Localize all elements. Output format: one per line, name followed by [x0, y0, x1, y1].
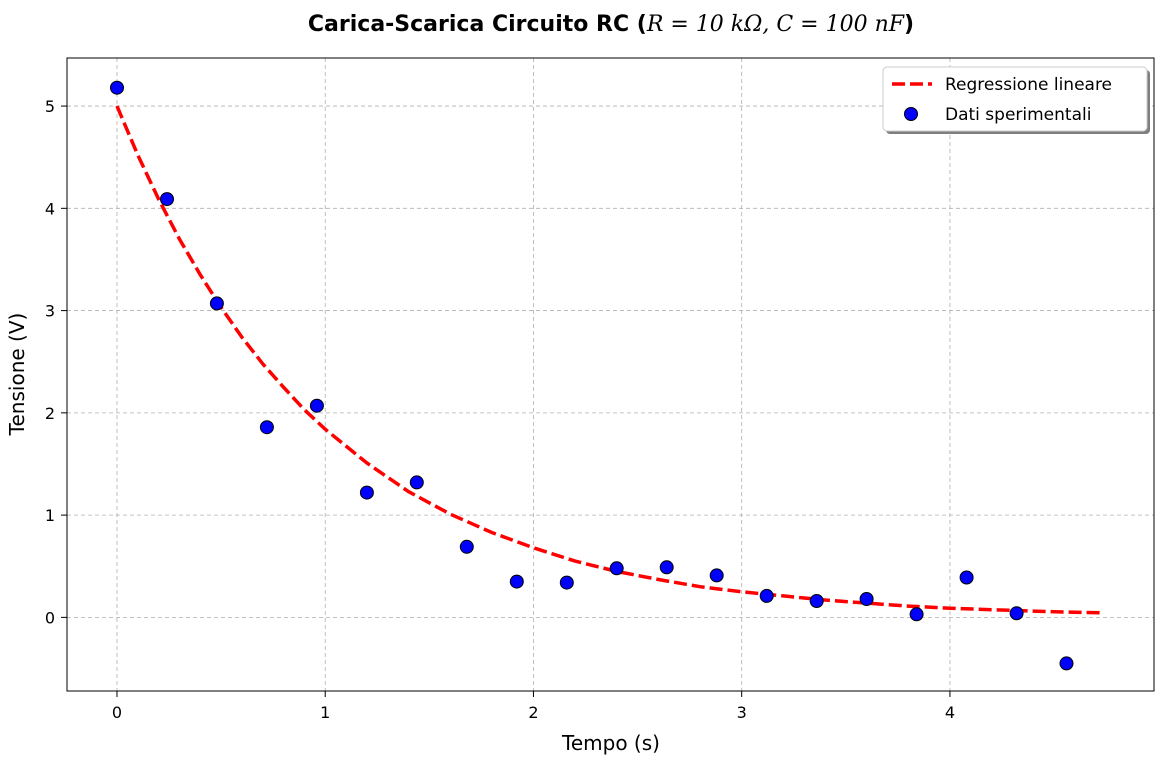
plot-frame: [66, 57, 1155, 692]
data-point: [209, 296, 224, 311]
data-point: [1009, 606, 1024, 621]
data-point: [709, 568, 724, 583]
x-tick-label: 4: [945, 703, 955, 722]
title-math: R = 10 kΩ, C = 100 nF: [646, 12, 905, 37]
y-axis-label: Tensione (V): [5, 313, 29, 437]
plot-area: 0 1 2 3 4 0 1 2 3 4 5: [45, 57, 1155, 722]
data-point: [959, 570, 974, 585]
data-point: [759, 588, 774, 603]
legend-box: [882, 66, 1148, 132]
data-points-layer: [110, 80, 1074, 671]
legend-marker-swatch: [904, 107, 918, 121]
plot-background: [67, 58, 1154, 691]
data-point: [1059, 656, 1074, 671]
x-tick-label: 0: [112, 703, 122, 722]
title-prefix: Carica-Scarica Circuito RC (: [308, 12, 647, 37]
y-tick-label: 0: [45, 608, 55, 627]
data-point: [859, 592, 874, 606]
y-tick-label: 4: [45, 199, 55, 218]
legend-label-data: Dati sperimentali: [945, 105, 1091, 125]
y-tick-label: 5: [45, 97, 55, 116]
data-point: [659, 560, 674, 575]
y-tick-label: 2: [45, 404, 55, 423]
data-point: [309, 398, 324, 413]
legend: Regressione lineare Dati sperimentali: [882, 66, 1150, 134]
chart-title: Carica-Scarica Circuito RC (R = 10 kΩ, C…: [308, 12, 914, 37]
data-point: [160, 192, 174, 207]
data-point: [559, 575, 574, 590]
x-tick-label: 1: [320, 703, 330, 722]
data-point: [609, 561, 624, 576]
y-tick-label: 1: [45, 506, 55, 525]
y-tick-label: 3: [45, 302, 55, 321]
x-tick-label: 3: [737, 703, 747, 722]
data-point: [459, 539, 474, 554]
data-point: [509, 574, 524, 589]
title-suffix: ): [904, 12, 914, 37]
data-point: [909, 607, 924, 622]
legend-label-regression: Regressione lineare: [945, 75, 1112, 95]
data-point: [809, 594, 824, 608]
x-tick-label: 2: [528, 703, 538, 722]
x-axis-label: Tempo (s): [561, 731, 660, 755]
data-point: [359, 485, 374, 500]
axis-ticks: 0 1 2 3 4 0 1 2 3 4 5: [45, 97, 955, 722]
data-point: [259, 420, 274, 435]
data-point: [409, 475, 424, 490]
data-point: [110, 80, 124, 95]
